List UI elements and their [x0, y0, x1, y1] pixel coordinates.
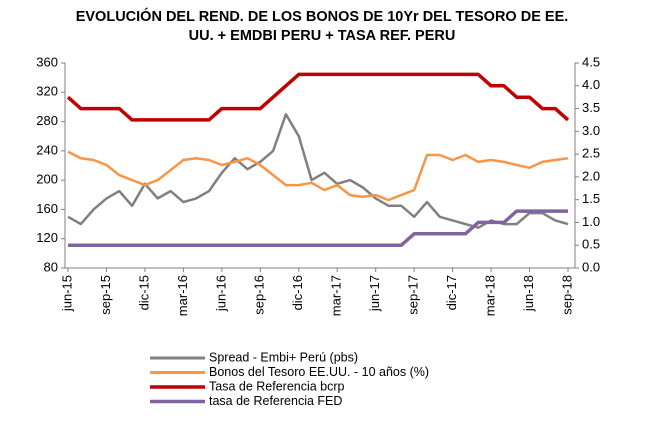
legend-label: tasa de Referencia FED [209, 394, 342, 408]
y-tick-label: 120 [36, 230, 58, 245]
x-tick-label: jun-15 [59, 275, 74, 312]
y2-tick-label: 0.0 [582, 259, 600, 274]
x-tick-label: dic-15 [136, 275, 151, 310]
y-tick-label: 200 [36, 172, 58, 187]
y2-tick-label: 0.5 [582, 237, 600, 252]
series-line [68, 209, 568, 247]
y2-tick-label: 3.5 [582, 100, 600, 115]
x-tick-label: dic-17 [444, 275, 459, 310]
legend-label: Tasa de Referencia bcrp [209, 379, 345, 393]
x-tick-label: mar-18 [483, 275, 498, 316]
x-tick-label: sep-18 [559, 275, 574, 315]
y-tick-label: 80 [44, 259, 58, 274]
x-tick-label: jun-16 [213, 275, 228, 312]
chart-title: EVOLUCIÓN DEL REND. DE LOS BONOS DE 10Yr… [76, 7, 569, 25]
y2-tick-label: 2.5 [582, 146, 600, 161]
x-tick-label: mar-17 [329, 275, 344, 316]
x-tick-label: sep-16 [252, 275, 267, 315]
y2-tick-label: 1.5 [582, 191, 600, 206]
chart-title: UU. + EMDBI PERU + TASA REF. PERU [189, 28, 456, 44]
y2-tick-label: 2.0 [582, 168, 600, 183]
x-tick-label: sep-17 [406, 275, 421, 315]
y-tick-label: 240 [36, 142, 58, 157]
y-tick-label: 320 [36, 84, 58, 99]
y-tick-label: 160 [36, 201, 58, 216]
x-tick-label: jun-17 [367, 275, 382, 312]
x-tick-label: dic-16 [290, 275, 305, 310]
y2-tick-label: 4.5 [582, 54, 600, 69]
y2-tick-label: 1.0 [582, 214, 600, 229]
y-tick-label: 280 [36, 113, 58, 128]
legend-label: Spread - Embi+ Perú (pbs) [209, 350, 358, 364]
series-line [67, 150, 569, 202]
x-tick-label: mar-16 [175, 275, 190, 316]
x-tick-label: sep-15 [98, 275, 113, 315]
x-tick-label: jun-18 [521, 275, 536, 312]
y2-tick-label: 3.0 [582, 123, 600, 138]
y-tick-label: 360 [36, 54, 58, 69]
y2-tick-label: 4.0 [582, 77, 600, 92]
series-line [66, 72, 570, 122]
legend-label: Bonos del Tesoro EE.UU. - 10 años (%) [209, 365, 429, 379]
series-line [67, 113, 569, 229]
